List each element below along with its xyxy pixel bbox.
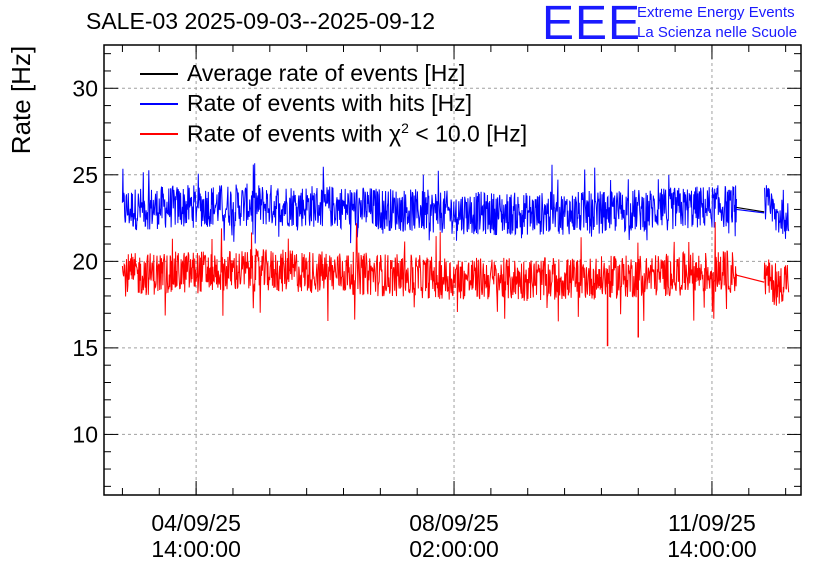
legend-label-avg: Average rate of events [Hz] xyxy=(187,60,466,86)
logo-caption: Extreme Energy Events La Scienza nelle S… xyxy=(637,3,797,43)
x-tick-label-time: 14:00:00 xyxy=(151,536,241,562)
y-axis-label: Rate [Hz] xyxy=(6,46,36,154)
series-layer xyxy=(121,163,790,347)
x-tick-label-date: 04/09/25 xyxy=(151,510,241,536)
series-chi2-segment xyxy=(763,259,790,306)
logo-caption-line1: Extreme Energy Events xyxy=(637,4,795,21)
x-tick-label-date: 08/09/25 xyxy=(409,510,499,536)
grid-lines xyxy=(104,45,801,495)
y-axis-label-wrap: Rate [Hz] xyxy=(6,46,36,154)
y-tick-label: 10 xyxy=(72,421,98,447)
series-chi2-gap-connector xyxy=(736,274,765,283)
legend-label-chi2: Rate of events with χ2 < 10.0 [Hz] xyxy=(187,120,527,148)
x-tick-label-time: 14:00:00 xyxy=(667,536,757,562)
legend-label-hits: Rate of events with hits [Hz] xyxy=(187,90,473,116)
y-tick-label: 30 xyxy=(72,75,98,101)
series-hits-gap-connector xyxy=(736,208,765,214)
y-tick-label: 25 xyxy=(72,162,98,188)
y-tick-label: 20 xyxy=(72,248,98,274)
plot-frame xyxy=(103,44,802,496)
legend-chi2-pre: Rate of events with xyxy=(187,120,389,147)
series-hits-segment xyxy=(763,185,790,239)
series-chi2-segment xyxy=(121,221,737,322)
legend-swatch-chi2 xyxy=(140,133,178,135)
legend-swatch-hits xyxy=(140,103,178,105)
legend-chi2-post: < 10.0 [Hz] xyxy=(408,120,528,147)
series-hits-segment xyxy=(121,163,737,244)
eee-logo: EEE xyxy=(542,0,642,50)
y-tick-label: 15 xyxy=(72,335,98,361)
series-avg-gap-connector xyxy=(736,206,765,213)
legend-chi2-symbol: χ xyxy=(389,120,402,147)
x-tick-label-date: 11/09/25 xyxy=(668,510,756,536)
axes xyxy=(103,44,802,496)
legend-swatch-avg xyxy=(140,73,178,75)
logo-caption-line2: La Scienza nelle Scuole xyxy=(637,24,798,41)
chart-title: SALE-03 2025-09-03--2025-09-12 xyxy=(86,8,436,34)
x-tick-label-time: 02:00:00 xyxy=(409,536,499,562)
legend-chi2-sup: 2 xyxy=(401,120,409,136)
tick-labels: 101520253004/09/2514:00:0008/09/2502:00:… xyxy=(72,75,756,562)
